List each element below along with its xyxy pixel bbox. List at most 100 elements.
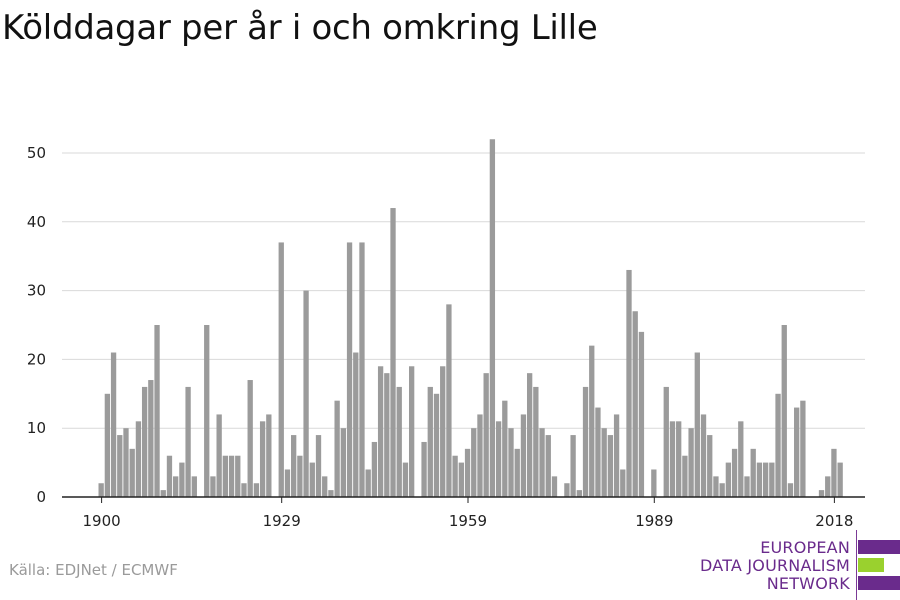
bar xyxy=(794,407,800,497)
bar xyxy=(259,421,266,497)
bar xyxy=(129,448,135,497)
bar xyxy=(241,483,247,497)
logo-line-2: DATA JOURNALISM xyxy=(700,556,850,575)
bar xyxy=(564,483,570,497)
bar xyxy=(204,325,210,497)
bar xyxy=(725,462,732,497)
bar xyxy=(694,352,700,497)
bar xyxy=(632,311,638,497)
bar xyxy=(818,490,825,497)
y-tick-label: 10 xyxy=(27,419,46,437)
y-tick-label: 40 xyxy=(27,213,46,231)
bar xyxy=(651,469,657,497)
bar xyxy=(738,421,744,497)
bar xyxy=(825,476,831,497)
bar xyxy=(315,435,322,497)
source-note: Källa: EDJNet / ECMWF xyxy=(9,561,178,579)
logo-line-1: EUROPEAN xyxy=(760,538,850,557)
bar xyxy=(110,352,117,497)
bar xyxy=(104,393,111,497)
bar xyxy=(309,462,315,497)
bar xyxy=(303,290,309,497)
bar xyxy=(539,428,545,497)
bar xyxy=(533,386,539,497)
bar xyxy=(769,462,775,497)
logo-bar-middle xyxy=(858,558,884,572)
bar xyxy=(123,428,129,497)
bar xyxy=(340,428,346,497)
bar xyxy=(520,414,527,497)
bar xyxy=(526,373,533,497)
bar xyxy=(607,435,614,497)
bar xyxy=(148,380,154,497)
bar xyxy=(713,476,719,497)
bar xyxy=(508,428,514,497)
bar xyxy=(427,386,433,497)
bar xyxy=(831,448,837,497)
bar xyxy=(291,435,297,497)
bar xyxy=(663,386,669,497)
bar xyxy=(216,414,222,497)
bar xyxy=(682,455,688,497)
bar xyxy=(409,366,415,497)
x-tick-label: 1929 xyxy=(263,512,301,530)
bar xyxy=(371,441,378,497)
bar xyxy=(247,380,253,497)
bar xyxy=(334,400,340,497)
bar xyxy=(396,386,402,497)
bar xyxy=(514,448,520,497)
bar xyxy=(595,407,601,497)
bar xyxy=(266,414,272,497)
bar xyxy=(545,435,551,497)
bar xyxy=(98,483,104,497)
bar xyxy=(297,455,303,497)
bar xyxy=(731,448,738,497)
bar xyxy=(626,269,632,497)
bar xyxy=(458,462,464,497)
y-tick-label: 50 xyxy=(27,144,46,162)
bar xyxy=(359,242,365,497)
x-tick-label: 1959 xyxy=(449,512,487,530)
bar xyxy=(328,490,334,497)
bar xyxy=(495,421,502,497)
bar xyxy=(446,304,452,497)
bar xyxy=(762,462,769,497)
bar xyxy=(117,435,123,497)
bar xyxy=(551,476,558,497)
x-tick-label: 2018 xyxy=(815,512,853,530)
bar xyxy=(433,393,440,497)
bar xyxy=(471,428,477,497)
logo-bar-top xyxy=(858,540,900,554)
bar xyxy=(154,325,160,497)
bar xyxy=(601,428,607,497)
logo-bar-bottom xyxy=(858,576,900,590)
bar xyxy=(570,435,576,497)
bar xyxy=(353,352,359,497)
bar xyxy=(228,455,235,497)
bar xyxy=(440,366,446,497)
bar xyxy=(489,139,496,498)
bar xyxy=(452,455,458,497)
bar xyxy=(384,373,390,497)
logo-divider xyxy=(856,530,857,600)
bar xyxy=(284,469,291,497)
bar xyxy=(707,435,713,497)
x-tick-label: 1989 xyxy=(635,512,673,530)
bar xyxy=(235,455,241,497)
bar xyxy=(744,476,750,497)
bar xyxy=(837,462,843,497)
edjnet-logo: EUROPEAN DATA JOURNALISM NETWORK xyxy=(700,530,900,600)
bar xyxy=(191,476,197,497)
bar xyxy=(222,455,229,497)
bar xyxy=(365,469,371,497)
bar xyxy=(421,441,427,497)
bar xyxy=(179,462,185,497)
bar xyxy=(322,476,328,497)
bar xyxy=(346,242,353,497)
y-axis-ticks: 0 10 20 30 40 50 xyxy=(27,144,46,506)
bar xyxy=(173,476,179,497)
bar xyxy=(502,400,508,497)
bar xyxy=(676,421,682,497)
bar xyxy=(669,421,676,497)
